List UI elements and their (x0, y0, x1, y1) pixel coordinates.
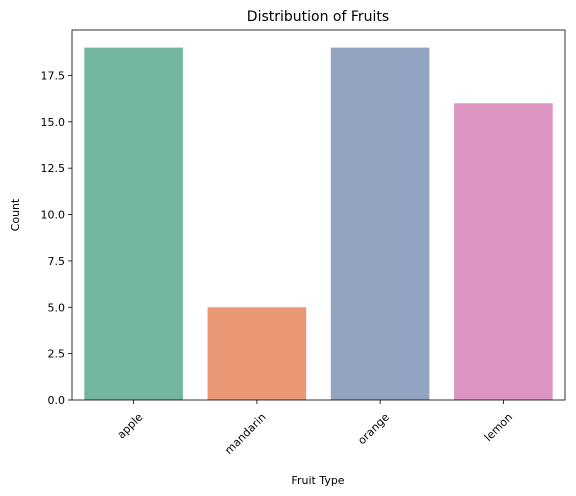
bar-lemon (454, 103, 553, 400)
y-axis-label: Count (9, 198, 22, 231)
y-tick-label: 12.5 (41, 162, 66, 175)
y-tick-label: 5.0 (48, 301, 66, 314)
y-tick-label: 10.0 (41, 209, 66, 222)
bar-apple (84, 48, 183, 400)
y-tick-label: 15.0 (41, 116, 66, 129)
y-tick-label: 17.5 (41, 69, 66, 82)
x-axis-label: Fruit Type (291, 474, 344, 487)
bar-mandarin (208, 307, 307, 400)
chart-title: Distribution of Fruits (247, 9, 389, 25)
y-tick-label: 7.5 (48, 255, 66, 268)
bar-orange (331, 48, 430, 400)
y-tick-label: 0.0 (48, 394, 66, 407)
y-tick-label: 2.5 (48, 348, 66, 361)
